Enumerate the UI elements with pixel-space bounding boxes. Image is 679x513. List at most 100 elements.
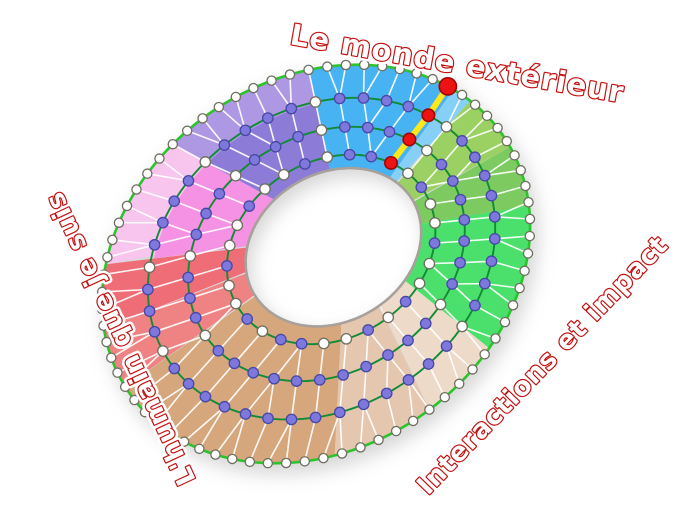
node-purple[interactable]	[402, 334, 414, 347]
sector-pink-bright-inner[interactable]	[153, 163, 275, 259]
node-white[interactable]	[244, 456, 256, 468]
node-purple[interactable]	[168, 195, 181, 208]
node-white[interactable]	[469, 99, 481, 110]
node-purple[interactable]	[309, 411, 322, 424]
node-white[interactable]	[284, 69, 296, 80]
node-purple[interactable]	[239, 408, 252, 420]
node-purple[interactable]	[402, 100, 415, 113]
node-white[interactable]	[440, 120, 453, 133]
node-white[interactable]	[197, 113, 208, 124]
node-white[interactable]	[259, 183, 271, 195]
node-purple[interactable]	[469, 151, 481, 164]
node-purple[interactable]	[247, 366, 260, 379]
node-purple[interactable]	[337, 369, 350, 381]
node-purple[interactable]	[383, 125, 396, 138]
node-white[interactable]	[427, 73, 438, 85]
node-white[interactable]	[439, 391, 451, 403]
node-purple[interactable]	[333, 92, 346, 105]
node-white[interactable]	[413, 277, 426, 290]
node-white[interactable]	[507, 300, 519, 311]
node-purple[interactable]	[182, 377, 195, 390]
sector-red-deep[interactable]	[101, 247, 248, 330]
node-purple[interactable]	[333, 406, 346, 419]
node-purple[interactable]	[148, 238, 161, 251]
node-purple[interactable]	[184, 292, 196, 305]
node-purple[interactable]	[478, 169, 491, 182]
node-white[interactable]	[501, 135, 513, 147]
node-white[interactable]	[336, 448, 348, 459]
node-purple[interactable]	[488, 233, 501, 245]
node-white[interactable]	[520, 180, 531, 192]
node-white[interactable]	[411, 68, 422, 79]
node-white[interactable]	[119, 381, 131, 393]
node-white[interactable]	[303, 64, 314, 76]
node-purple[interactable]	[239, 124, 252, 137]
sector-red-light[interactable]	[104, 273, 255, 387]
node-white[interactable]	[490, 333, 501, 344]
node-white[interactable]	[184, 250, 197, 262]
node-white[interactable]	[178, 436, 190, 447]
node-purple[interactable]	[357, 92, 370, 104]
node-purple[interactable]	[419, 317, 432, 330]
node-purple[interactable]	[458, 235, 471, 247]
node-white[interactable]	[248, 82, 259, 94]
node-white[interactable]	[227, 453, 238, 465]
node-purple[interactable]	[415, 181, 428, 194]
node-purple[interactable]	[485, 255, 498, 268]
node-white[interactable]	[407, 415, 419, 427]
node-purple[interactable]	[365, 150, 378, 163]
node-purple[interactable]	[435, 158, 448, 171]
node-white[interactable]	[523, 197, 534, 208]
node-white[interactable]	[355, 442, 366, 453]
node-white[interactable]	[376, 60, 388, 72]
selected-node[interactable]	[402, 132, 417, 147]
sector-blue-main[interactable]	[308, 64, 454, 178]
node-purple[interactable]	[338, 121, 351, 133]
node-white[interactable]	[524, 230, 536, 242]
node-white[interactable]	[321, 151, 334, 164]
node-purple[interactable]	[402, 374, 415, 386]
node-white[interactable]	[129, 394, 140, 406]
node-white[interactable]	[181, 125, 193, 137]
node-white[interactable]	[424, 198, 437, 210]
node-white[interactable]	[402, 167, 414, 180]
node-purple[interactable]	[218, 400, 231, 413]
node-purple[interactable]	[243, 200, 256, 212]
node-white[interactable]	[318, 452, 329, 464]
node-white[interactable]	[230, 91, 242, 103]
node-white[interactable]	[142, 168, 153, 179]
node-white[interactable]	[98, 320, 109, 331]
node-purple[interactable]	[261, 112, 274, 124]
node-white[interactable]	[423, 257, 436, 270]
node-white[interactable]	[340, 59, 352, 71]
sector-tan-lightest[interactable]	[380, 280, 490, 410]
node-purple[interactable]	[200, 207, 212, 220]
node-purple[interactable]	[440, 340, 453, 352]
node-purple[interactable]	[399, 295, 412, 308]
node-white[interactable]	[390, 425, 402, 437]
selected-node[interactable]	[421, 108, 436, 123]
node-white[interactable]	[167, 138, 179, 150]
node-purple[interactable]	[241, 313, 254, 325]
selected-node[interactable]	[384, 155, 399, 170]
node-purple[interactable]	[157, 216, 169, 229]
node-white[interactable]	[456, 89, 468, 101]
node-white[interactable]	[509, 150, 520, 161]
node-white[interactable]	[213, 101, 225, 113]
node-purple[interactable]	[221, 260, 233, 272]
node-purple[interactable]	[248, 153, 261, 166]
sector-tan-light[interactable]	[334, 305, 430, 456]
node-white[interactable]	[456, 320, 468, 333]
node-purple[interactable]	[485, 189, 498, 202]
node-purple[interactable]	[295, 337, 308, 350]
node-purple[interactable]	[199, 390, 212, 403]
node-purple[interactable]	[218, 139, 231, 151]
node-white[interactable]	[515, 165, 527, 176]
node-white[interactable]	[223, 239, 236, 252]
node-purple[interactable]	[343, 148, 356, 161]
node-white[interactable]	[194, 443, 205, 455]
node-white[interactable]	[112, 367, 123, 378]
node-white[interactable]	[96, 303, 108, 315]
node-white[interactable]	[522, 248, 534, 259]
node-white[interactable]	[101, 336, 112, 348]
